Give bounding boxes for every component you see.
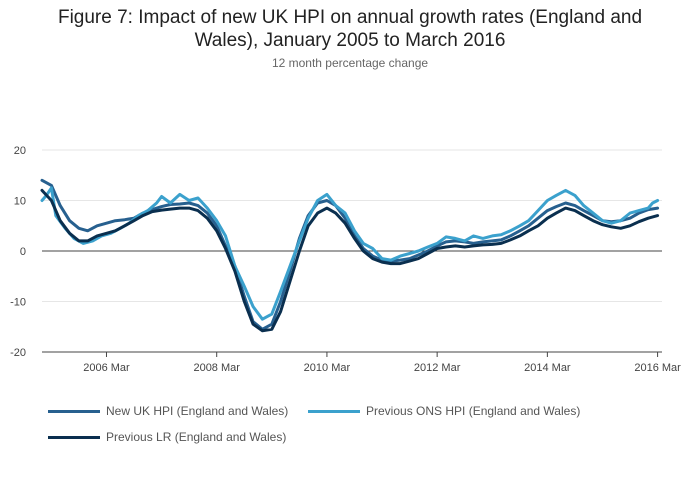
legend-label: New UK HPI (England and Wales) (106, 404, 289, 418)
chart-subtitle: 12 month percentage change (271, 56, 429, 70)
x-tick-label: 2016 Mar (634, 362, 681, 374)
line-chart: -20 -10 0 10 20 2006 Mar 2008 Mar 2010 Mar 2012 … (10, 145, 681, 374)
legend-item-previous-lr[interactable]: Previous LR (England and Wales) (48, 430, 286, 444)
axes: -20 -10 0 10 20 2006 Mar 2008 Mar 2010 Mar 2012 … (10, 145, 681, 374)
y-tick-label: 0 (20, 246, 26, 258)
legend-item-new-uk-hpi[interactable]: New UK HPI (England and Wales) (48, 404, 288, 418)
series-lines (40, 178, 660, 333)
y-tick-label: -10 (10, 297, 26, 309)
gridlines (42, 149, 662, 353)
x-tick-label: 2008 Mar (193, 362, 240, 374)
chart-title: Figure 7: Impact of new UK HPI on annual… (57, 7, 643, 51)
legend-swatch (48, 435, 100, 439)
legend-label: Previous LR (England and Wales) (106, 430, 287, 444)
y-tick-label: 20 (14, 145, 26, 157)
x-tick-label: 2012 Mar (414, 362, 461, 374)
x-tick-label: 2014 Mar (524, 362, 571, 374)
x-tick-label: 2006 Mar (83, 362, 130, 374)
legend-swatch (308, 409, 360, 413)
y-tick-label: 10 (14, 196, 26, 208)
series-line-2[interactable] (40, 186, 660, 321)
y-tick-label: -20 (10, 347, 26, 359)
series-line-1[interactable] (40, 178, 660, 331)
legend-item-previous-ons-hpi[interactable]: Previous ONS HPI (England and Wales) (308, 404, 580, 418)
legend-label: Previous ONS HPI (England and Wales) (366, 404, 581, 418)
series-line-3[interactable] (40, 188, 660, 333)
legend-swatch (48, 409, 100, 413)
x-tick-label: 2010 Mar (304, 362, 351, 374)
